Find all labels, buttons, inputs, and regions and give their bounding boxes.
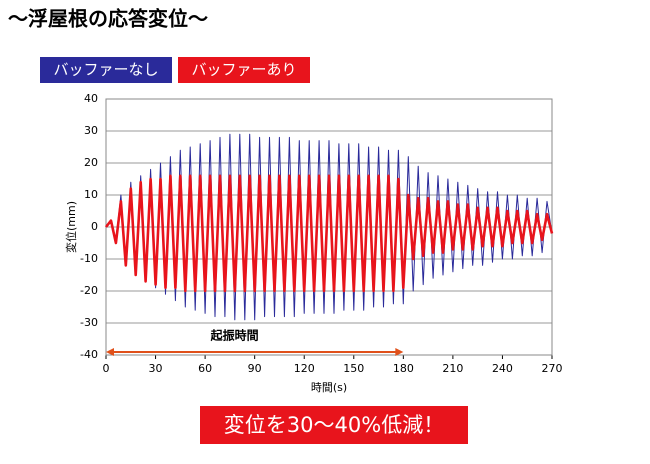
annotation-label: 起振時間 <box>210 328 259 343</box>
y-tick-label: -40 <box>80 348 98 361</box>
y-tick-label: 20 <box>84 156 98 169</box>
legend-label: バッファーなし <box>53 61 158 79</box>
y-axis-label: 変位(mm) <box>64 201 78 253</box>
x-tick-label: 0 <box>103 362 110 375</box>
legend-label: バッファーあり <box>191 61 296 79</box>
callout-text: 変位を30〜40%低減！ <box>224 413 444 437</box>
y-tick-label: 10 <box>84 188 98 201</box>
x-tick-label: 90 <box>248 362 262 375</box>
x-tick-label: 30 <box>149 362 163 375</box>
legend-box <box>178 57 310 83</box>
arrow-head <box>106 348 114 356</box>
series-line <box>104 174 554 293</box>
x-tick-label: 240 <box>492 362 513 375</box>
y-tick-label: -10 <box>80 252 98 265</box>
series-line <box>105 133 553 321</box>
x-tick-label: 150 <box>343 362 364 375</box>
x-tick-label: 270 <box>542 362 563 375</box>
y-tick-label: 0 <box>91 220 98 233</box>
legend-box <box>40 57 172 83</box>
y-tick-label: 30 <box>84 124 98 137</box>
slide-title: 〜浮屋根の応答変位〜 <box>8 7 208 31</box>
x-axis-label: 時間(s) <box>311 381 347 394</box>
arrow-head <box>395 348 404 356</box>
callout-box <box>200 406 468 444</box>
y-tick-label: 40 <box>84 92 98 105</box>
y-tick-label: -30 <box>80 316 98 329</box>
x-tick-label: 60 <box>198 362 212 375</box>
x-tick-label: 180 <box>393 362 414 375</box>
x-tick-label: 120 <box>294 362 315 375</box>
x-tick-label: 210 <box>442 362 463 375</box>
y-tick-label: -20 <box>80 284 98 297</box>
